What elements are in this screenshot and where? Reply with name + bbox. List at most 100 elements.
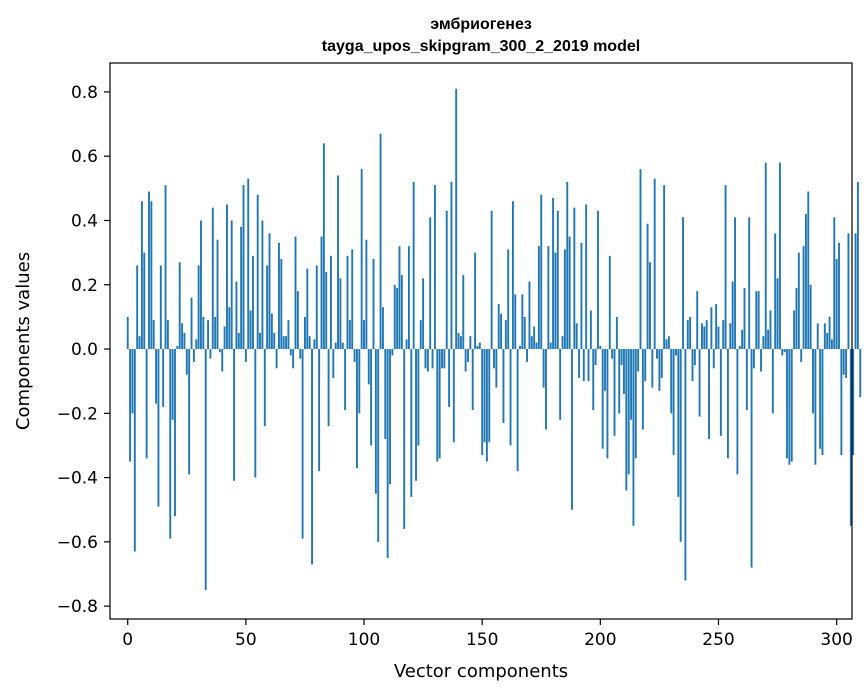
bar bbox=[712, 349, 715, 369]
bar bbox=[155, 349, 158, 404]
bar bbox=[374, 349, 377, 494]
bar bbox=[275, 349, 278, 369]
bar bbox=[804, 214, 807, 350]
bar bbox=[507, 249, 510, 350]
bar bbox=[339, 278, 342, 350]
bar bbox=[195, 339, 198, 350]
bar bbox=[519, 345, 521, 350]
bar bbox=[485, 349, 488, 462]
bar bbox=[608, 255, 611, 350]
bar bbox=[332, 349, 335, 378]
bar bbox=[623, 349, 625, 395]
bar bbox=[571, 349, 573, 510]
bar bbox=[854, 233, 857, 350]
bar bbox=[724, 185, 727, 350]
bar bbox=[549, 342, 552, 350]
bar bbox=[812, 349, 814, 414]
bar bbox=[426, 349, 429, 372]
bar bbox=[691, 349, 694, 382]
bar bbox=[377, 349, 380, 542]
bar bbox=[424, 349, 427, 369]
bar bbox=[429, 217, 432, 350]
bar bbox=[762, 336, 765, 350]
bar bbox=[242, 185, 245, 350]
bar bbox=[526, 349, 529, 362]
bar bbox=[493, 349, 495, 369]
bar bbox=[348, 320, 351, 350]
bar bbox=[537, 246, 540, 350]
bar bbox=[481, 349, 484, 456]
bar bbox=[790, 349, 793, 462]
x-tick-label: 150 bbox=[466, 630, 498, 650]
bar bbox=[830, 339, 833, 350]
bar bbox=[131, 349, 134, 414]
bar bbox=[370, 349, 373, 446]
bar bbox=[748, 217, 751, 350]
bar bbox=[126, 316, 129, 350]
bar bbox=[315, 265, 318, 350]
bar bbox=[190, 297, 193, 350]
bar bbox=[415, 349, 417, 481]
bar bbox=[372, 259, 375, 350]
bar bbox=[580, 242, 583, 350]
bar bbox=[330, 255, 332, 350]
bar bbox=[185, 349, 188, 375]
bar bbox=[360, 169, 363, 350]
y-tick-label: 0.2 bbox=[71, 276, 98, 296]
bar bbox=[606, 349, 609, 459]
x-tick-label: 0 bbox=[122, 630, 133, 650]
bar bbox=[587, 349, 590, 382]
bar bbox=[422, 278, 425, 350]
bar bbox=[313, 339, 316, 350]
x-tick-label: 200 bbox=[584, 630, 616, 650]
bar bbox=[436, 349, 439, 462]
plot-frame bbox=[109, 62, 853, 620]
bar bbox=[835, 259, 838, 350]
bar bbox=[280, 259, 283, 350]
bar bbox=[589, 310, 592, 350]
bar bbox=[613, 349, 616, 436]
bar bbox=[169, 349, 172, 539]
bar bbox=[405, 339, 408, 350]
bar bbox=[273, 332, 276, 350]
bar bbox=[731, 281, 734, 350]
bar bbox=[367, 349, 370, 385]
bar bbox=[783, 349, 786, 353]
bar bbox=[800, 349, 803, 362]
bar bbox=[174, 349, 176, 517]
bar bbox=[504, 320, 507, 350]
bar bbox=[533, 326, 536, 350]
bar bbox=[311, 349, 313, 565]
bar bbox=[821, 349, 824, 456]
bar bbox=[708, 349, 710, 440]
bar bbox=[192, 349, 195, 362]
bar bbox=[637, 349, 640, 372]
y-tick-label: −0.6 bbox=[57, 533, 98, 553]
bar bbox=[365, 239, 368, 350]
bar bbox=[575, 323, 578, 350]
bar bbox=[750, 349, 753, 568]
bar bbox=[696, 291, 699, 350]
bar bbox=[682, 217, 684, 350]
bar bbox=[646, 223, 649, 350]
bar bbox=[554, 252, 557, 350]
bar bbox=[266, 265, 269, 350]
bar bbox=[299, 349, 302, 359]
bar bbox=[852, 349, 855, 456]
bar bbox=[351, 249, 354, 350]
bars-group bbox=[126, 88, 862, 591]
bar bbox=[228, 307, 231, 350]
bar bbox=[140, 201, 143, 350]
bar bbox=[757, 291, 760, 350]
bar bbox=[200, 220, 202, 350]
bar bbox=[847, 233, 850, 350]
bar bbox=[230, 220, 233, 350]
bar bbox=[176, 345, 179, 350]
x-axis-ticks: 0 50 100 150 200 250 300 bbox=[122, 619, 853, 650]
bar bbox=[363, 320, 365, 350]
bar bbox=[301, 349, 304, 539]
bar bbox=[809, 284, 812, 350]
bar bbox=[393, 284, 396, 350]
bar bbox=[318, 349, 321, 472]
